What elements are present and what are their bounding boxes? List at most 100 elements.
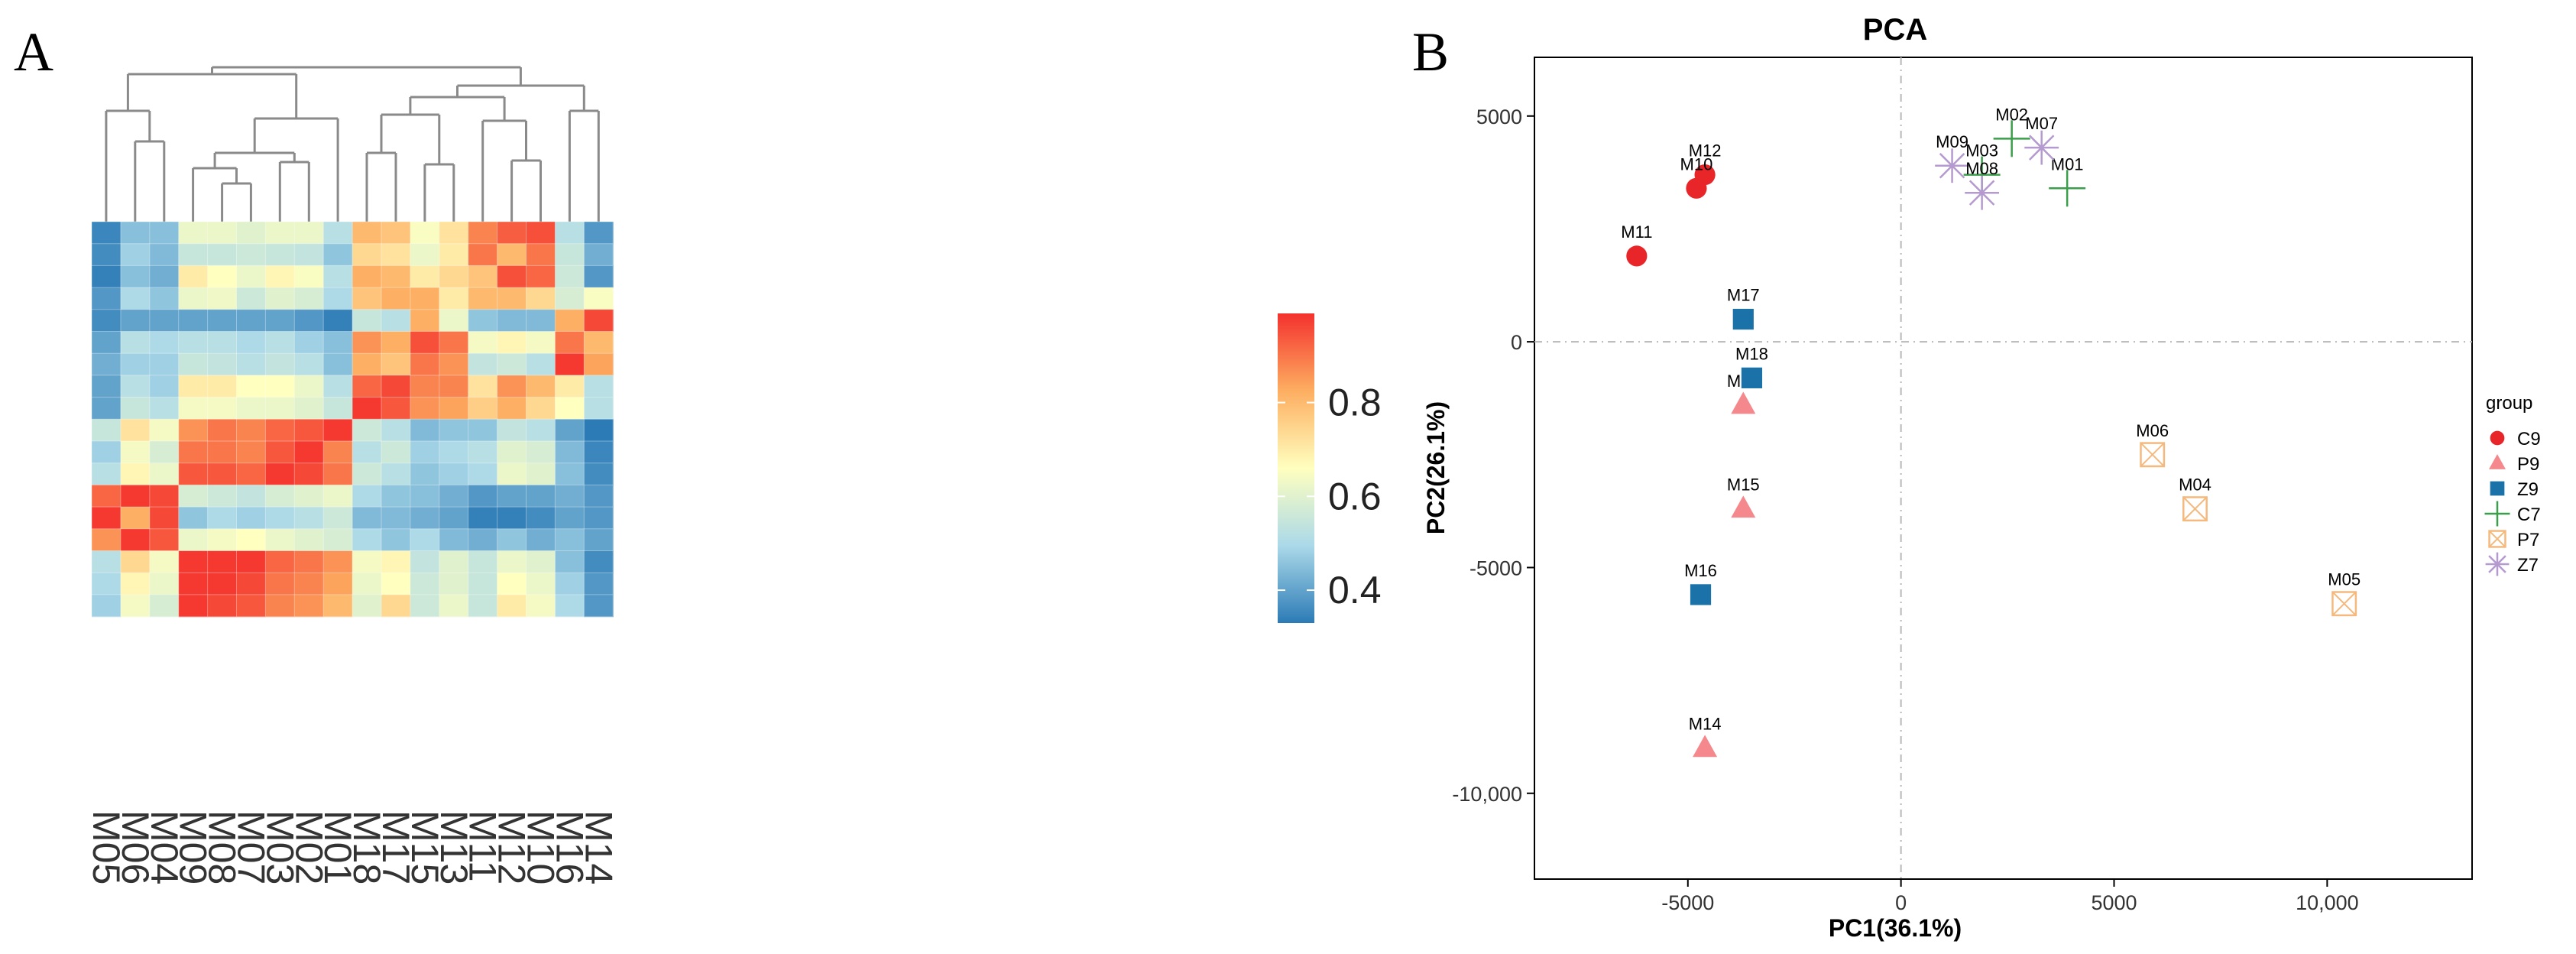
point-marker (2140, 442, 2165, 467)
heatmap-cell (352, 485, 382, 508)
heatmap-cell (178, 222, 209, 245)
heatmap-cell (236, 309, 266, 333)
heatmap-cell (178, 594, 209, 618)
heatmap-cell (526, 243, 556, 266)
heatmap-cell (265, 309, 295, 333)
heatmap-cell (555, 265, 585, 288)
heatmap-cell (584, 375, 614, 398)
pca-point-m10: M10 (1680, 154, 1712, 199)
heatmap-cell (149, 594, 180, 618)
heatmap-cell (381, 265, 411, 288)
point-label: M09 (1936, 132, 1968, 151)
heatmap-cell (497, 441, 527, 464)
column-label: M09 (172, 810, 215, 884)
heatmap-cell (381, 573, 411, 595)
point-marker (1626, 245, 1648, 267)
heatmap-cell (207, 462, 238, 485)
heatmap-cell (497, 528, 527, 552)
heatmap-cell (352, 573, 382, 595)
heatmap-cell (207, 309, 238, 333)
legend-label: Z9 (2517, 479, 2539, 500)
heatmap-cell (439, 265, 469, 288)
heatmap-cell (526, 441, 556, 464)
heatmap-cell (410, 573, 440, 595)
heatmap-cell (352, 507, 382, 530)
heatmap-cell (265, 573, 295, 595)
heatmap-cell (497, 375, 527, 398)
heatmap-cell (439, 528, 469, 552)
heatmap-cell (323, 594, 353, 618)
heatmap-cell (178, 462, 209, 485)
point-label: M03 (1965, 141, 1998, 161)
point-marker (1731, 495, 1756, 518)
heatmap-cell (294, 331, 324, 354)
heatmap-cell (468, 353, 498, 376)
heatmap-cell (410, 528, 440, 552)
heatmap-cell (149, 419, 180, 442)
heatmap-cell (178, 375, 209, 398)
column-label: M03 (258, 810, 301, 884)
heatmap-cell (584, 528, 614, 552)
column-dendrogram (105, 66, 600, 222)
heatmap-cell (92, 243, 122, 266)
point-label: M06 (2136, 421, 2169, 440)
pca-point-m01: M01 (2049, 154, 2086, 207)
point-label: M17 (1727, 286, 1760, 305)
heatmap-cell (294, 375, 324, 398)
heatmap-cell (439, 507, 469, 530)
point-marker (2488, 530, 2506, 548)
heatmap-cell (439, 441, 469, 464)
heatmap-cell (468, 309, 498, 333)
heatmap-cell (439, 353, 469, 376)
heatmap-cell (120, 462, 151, 485)
point-marker (1968, 180, 1995, 206)
heatmap-cell (352, 375, 382, 398)
heatmap-cell (381, 507, 411, 530)
point-marker (2488, 530, 2506, 548)
pca-point-m17: M17 (1727, 286, 1760, 330)
heatmap-cell (555, 243, 585, 266)
point-marker (2140, 442, 2166, 468)
pca-title: PCA (1863, 13, 1927, 47)
colorbar-gradient (1278, 313, 1314, 623)
heatmap-cell (410, 375, 440, 398)
point-label: M11 (1621, 222, 1652, 242)
heatmap-cell (294, 441, 324, 464)
heatmap-cell (207, 243, 238, 266)
heatmap-cell (323, 287, 353, 310)
heatmap-cell (584, 265, 614, 288)
pca-point-m03: M03 (1963, 141, 2001, 193)
heatmap-cell (323, 573, 353, 595)
legend-label: C9 (2517, 429, 2541, 449)
heatmap-cell (410, 550, 440, 573)
heatmap-cell (468, 528, 498, 552)
heatmap-cell (526, 397, 556, 420)
pca-point-m08: M08 (1965, 159, 2000, 210)
heatmap-cell (555, 441, 585, 464)
heatmap-cell (555, 287, 585, 310)
heatmap-cell (381, 309, 411, 333)
column-label: M17 (374, 810, 417, 884)
heatmap-cell (265, 287, 295, 310)
heatmap-cell (92, 594, 122, 618)
heatmap-cell (92, 550, 122, 573)
column-label: M16 (548, 810, 591, 884)
column-label: M04 (143, 810, 186, 884)
heatmap-cell (439, 287, 469, 310)
point-marker (1731, 391, 1756, 414)
heatmap-cell (207, 573, 238, 595)
heatmap-cell (497, 265, 527, 288)
heatmap-cell (439, 462, 469, 485)
heatmap-cell (149, 462, 180, 485)
heatmap-cell (468, 507, 498, 530)
x-tick-label: 0 (1895, 891, 1907, 914)
heatmap-cell (584, 222, 614, 245)
pca-point-m06: M06 (2136, 421, 2169, 468)
heatmap-cell (120, 419, 151, 442)
y-axis-title: PC2(26.1%) (1422, 401, 1450, 534)
heatmap-cell (178, 397, 209, 420)
heatmap-cell (265, 528, 295, 552)
heatmap-cell (381, 441, 411, 464)
pca-point-m15: M15 (1727, 475, 1760, 518)
